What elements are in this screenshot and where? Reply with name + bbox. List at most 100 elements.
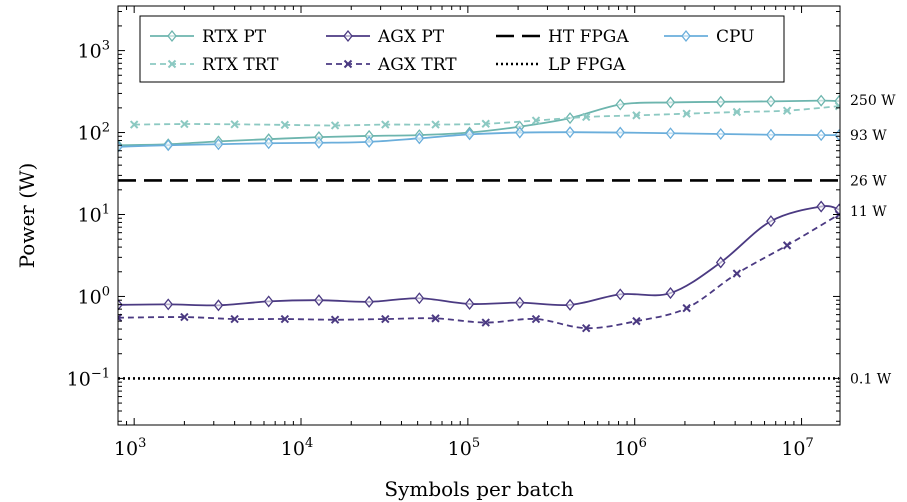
legend-label: RTX PT xyxy=(202,27,267,47)
x-tick-label: 103 xyxy=(114,436,146,460)
data-point-rtx-trt xyxy=(481,119,490,128)
data-point-rtx-pt xyxy=(665,96,676,109)
data-point-rtx-pt xyxy=(766,95,776,108)
data-point-agx-pt xyxy=(414,292,425,305)
series-agx-pt xyxy=(118,200,840,312)
legend-entry-rtx-pt: RTX PT xyxy=(150,27,267,47)
y-tick-label: 100 xyxy=(78,284,110,308)
data-point-rtx-trt xyxy=(834,101,840,111)
data-point-cpu xyxy=(615,126,626,139)
data-point-rtx-trt xyxy=(180,119,189,129)
axis-ticks: 103 104 105 106 107 10−1 100 101 102 103 xyxy=(67,6,840,460)
data-point-agx-pt xyxy=(816,200,826,213)
data-point-cpu xyxy=(464,128,475,141)
data-point-agx-trt xyxy=(632,316,641,326)
data-point-rtx-trt xyxy=(280,120,290,130)
legend-label: CPU xyxy=(716,27,754,47)
data-point-rtx-trt xyxy=(732,107,742,117)
series-cpu xyxy=(118,126,840,153)
series-rtx-pt xyxy=(118,94,840,152)
data-point-rtx-trt xyxy=(230,120,239,129)
data-point-rtx-trt xyxy=(431,120,440,129)
data-point-agx-trt xyxy=(581,323,591,333)
legend-label: LP FPGA xyxy=(548,55,626,75)
plot-frame xyxy=(117,5,841,426)
annotation-label: 11 W xyxy=(850,204,887,220)
data-point-rtx-trt xyxy=(129,120,139,129)
data-point-cpu xyxy=(816,129,826,142)
legend-entry-agx-trt: AGX TRT xyxy=(326,55,457,75)
legend-box xyxy=(139,15,785,83)
series-line-cpu xyxy=(118,131,840,148)
data-point-rtx-trt xyxy=(330,121,340,130)
series-line-agx-trt xyxy=(118,213,840,330)
data-point-agx-pt xyxy=(213,299,224,312)
y-tick-label: 10−1 xyxy=(67,366,110,390)
data-point-agx-trt xyxy=(732,269,742,278)
data-point-cpu xyxy=(163,139,174,152)
annotations: 250 W 93 W 26 W 11 W 0.1 W xyxy=(850,93,896,387)
data-point-rtx-pt xyxy=(816,94,826,107)
data-point-agx-pt xyxy=(715,256,726,269)
data-point-rtx-pt xyxy=(565,112,575,125)
data-point-agx-pt xyxy=(565,298,575,311)
legend-label: HT FPGA xyxy=(548,27,629,47)
data-point-agx-pt xyxy=(263,295,274,308)
legend-marker xyxy=(343,29,353,43)
x-tick-label: 104 xyxy=(281,436,313,460)
data-point-agx-trt xyxy=(230,314,239,324)
x-tick-label: 107 xyxy=(781,436,813,460)
legend-label: AGX TRT xyxy=(377,55,457,75)
data-point-agx-pt xyxy=(665,287,676,300)
data-point-agx-trt xyxy=(531,314,541,324)
data-point-agx-pt xyxy=(163,298,174,311)
data-point-agx-trt xyxy=(782,241,792,250)
data-point-cpu xyxy=(665,127,676,140)
data-point-agx-pt xyxy=(464,297,475,310)
data-point-rtx-trt xyxy=(581,112,591,122)
data-point-rtx-trt xyxy=(682,109,691,118)
legend-entry-rtx-trt: RTX TRT xyxy=(150,55,279,75)
x-axis-label: Symbols per batch xyxy=(384,477,573,501)
data-point-agx-trt xyxy=(381,314,390,324)
data-point-agx-trt xyxy=(682,303,691,313)
annotation-label: 250 W xyxy=(850,93,896,109)
data-point-agx-pt xyxy=(314,294,324,307)
data-point-cpu xyxy=(213,138,224,151)
data-point-agx-trt xyxy=(280,314,290,324)
y-axis-label: Power (W) xyxy=(15,163,39,269)
legend-entry-agx-pt: AGX PT xyxy=(326,27,445,47)
data-point-agx-pt xyxy=(615,288,626,301)
legend: RTX PT AGX PT HT FPGA CPU RTX TRT AGX TRT LP F… xyxy=(139,15,785,83)
data-point-cpu xyxy=(263,137,274,150)
data-point-agx-trt xyxy=(431,314,440,323)
data-point-cpu xyxy=(414,132,425,145)
annotation-label: 0.1 W xyxy=(850,371,892,387)
data-point-agx-trt xyxy=(180,312,189,322)
data-point-rtx-pt xyxy=(615,98,626,111)
plot-area xyxy=(118,94,840,380)
data-point-agx-trt xyxy=(481,318,490,327)
y-tick-label: 103 xyxy=(78,39,110,63)
annotation-label: 26 W xyxy=(850,173,887,189)
legend-entry-cpu: CPU xyxy=(664,27,754,47)
data-point-cpu xyxy=(565,126,575,139)
legend-marker xyxy=(167,59,177,69)
data-point-cpu xyxy=(514,126,525,139)
data-point-cpu xyxy=(364,135,374,148)
data-point-agx-pt xyxy=(364,295,374,308)
data-point-cpu xyxy=(715,127,726,141)
legend-marker xyxy=(343,59,353,69)
data-point-agx-trt xyxy=(118,313,123,322)
legend-entry-ht-fpga: HT FPGA xyxy=(496,27,629,47)
data-point-agx-trt xyxy=(330,315,340,324)
data-point-rtx-trt xyxy=(531,116,541,125)
data-point-agx-pt xyxy=(514,296,525,309)
data-point-agx-pt xyxy=(766,215,776,228)
y-tick-label: 102 xyxy=(78,121,110,145)
legend-marker xyxy=(681,29,691,43)
data-point-cpu xyxy=(314,136,324,149)
data-point-cpu xyxy=(766,128,776,141)
legend-label: RTX TRT xyxy=(202,55,279,75)
